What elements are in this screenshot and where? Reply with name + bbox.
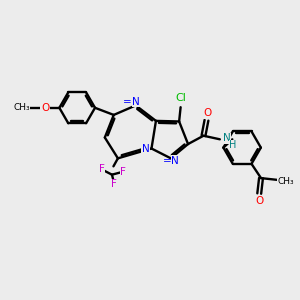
Text: CH₃: CH₃: [278, 177, 294, 186]
Text: F: F: [111, 179, 117, 189]
Text: =: =: [122, 97, 131, 107]
Text: =: =: [163, 156, 172, 166]
Text: N: N: [223, 133, 230, 143]
Text: O: O: [255, 196, 263, 206]
Text: O: O: [203, 108, 212, 118]
Text: N: N: [133, 97, 140, 107]
Text: F: F: [99, 164, 104, 174]
Text: N: N: [171, 156, 179, 166]
Text: N: N: [142, 143, 149, 154]
Text: H: H: [229, 140, 237, 150]
Text: O: O: [41, 103, 49, 113]
Text: CH₃: CH₃: [13, 103, 30, 112]
Text: Cl: Cl: [175, 93, 186, 103]
Text: F: F: [120, 167, 126, 177]
